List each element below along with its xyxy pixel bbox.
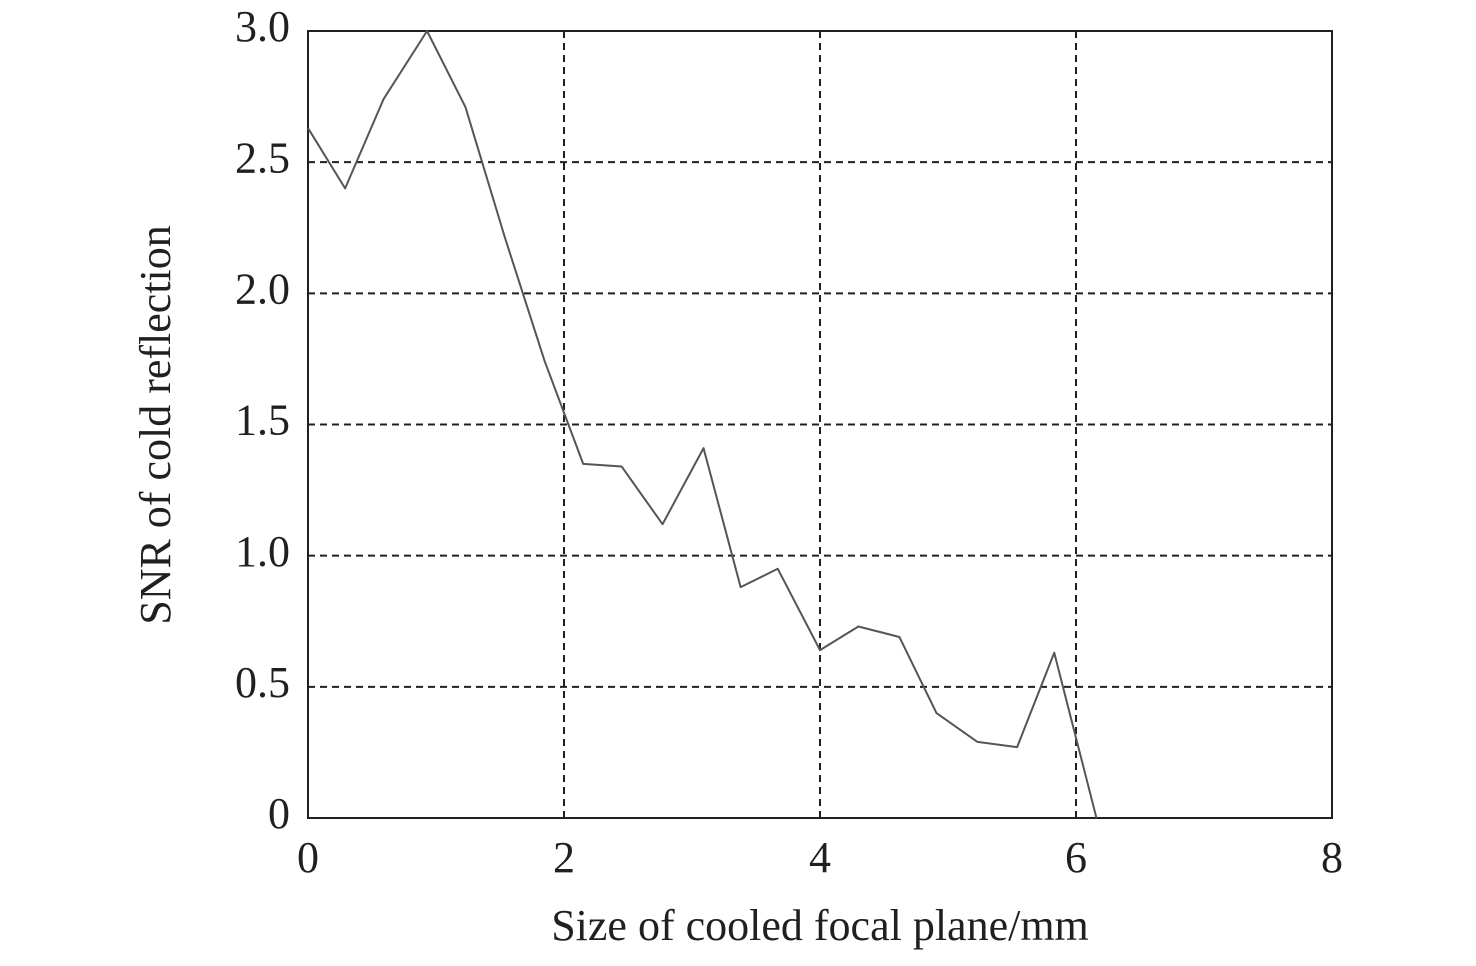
y-axis-label: SNR of cold reflection: [131, 225, 180, 625]
y-tick-label: 0.5: [235, 658, 290, 707]
x-tick-label: 0: [297, 833, 319, 882]
y-tick-label: 1.5: [235, 396, 290, 445]
x-tick-label: 8: [1321, 833, 1343, 882]
y-tick-label: 1.0: [235, 527, 290, 576]
x-axis-label: Size of cooled focal plane/mm: [551, 901, 1089, 950]
y-tick-label: 0: [268, 789, 290, 838]
plot-frame: [307, 30, 1333, 819]
y-tick-label: 3.0: [235, 2, 290, 51]
y-tick-label: 2.5: [235, 133, 290, 182]
x-tick-label: 6: [1065, 833, 1087, 882]
y-tick-label: 2.0: [235, 264, 290, 313]
x-tick-label: 2: [553, 833, 575, 882]
x-tick-label: 4: [809, 833, 831, 882]
data-line: [307, 30, 1098, 819]
